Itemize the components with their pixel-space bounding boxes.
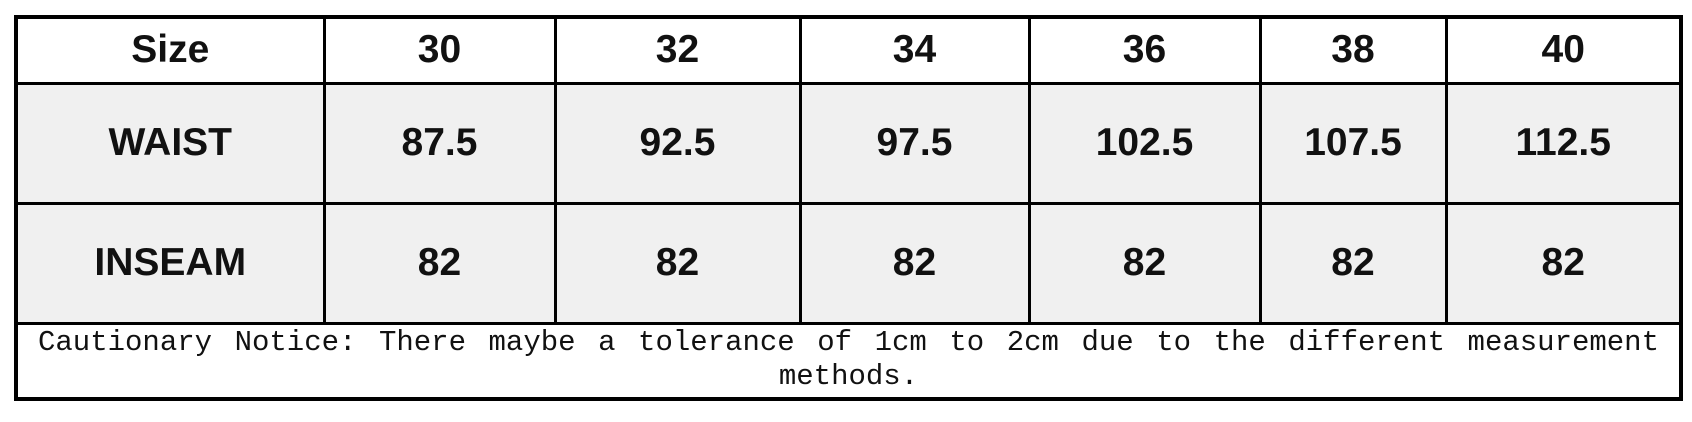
- waist-value-cell: 107.5: [1258, 81, 1448, 205]
- waist-value-cell: 87.5: [322, 81, 557, 205]
- size-header-cell: Size: [14, 15, 326, 85]
- waist-value-cell: 97.5: [798, 81, 1031, 205]
- inseam-value-cell: 82: [322, 201, 557, 325]
- inseam-value-cell: 82: [1444, 201, 1683, 325]
- inseam-value-cell: 82: [1027, 201, 1262, 325]
- notice-row: Cautionary Notice: There maybe a toleran…: [14, 321, 1683, 400]
- size-column-header: 38: [1258, 15, 1448, 85]
- inseam-row: INSEAM 82 82 82 82 82 82: [14, 201, 1683, 325]
- size-column-header: 40: [1444, 15, 1683, 85]
- waist-value-cell: 112.5: [1444, 81, 1683, 205]
- size-column-header: 30: [322, 15, 557, 85]
- waist-row-label: WAIST: [14, 81, 326, 205]
- size-column-header: 36: [1027, 15, 1262, 85]
- inseam-value-cell: 82: [798, 201, 1031, 325]
- waist-value-cell: 102.5: [1027, 81, 1262, 205]
- size-column-header: 32: [553, 15, 802, 85]
- inseam-row-label: INSEAM: [14, 201, 326, 325]
- inseam-value-cell: 82: [553, 201, 802, 325]
- size-column-header: 34: [798, 15, 1031, 85]
- waist-row: WAIST 87.5 92.5 97.5 102.5 107.5 112.5: [14, 81, 1683, 205]
- waist-value-cell: 92.5: [553, 81, 802, 205]
- cautionary-notice: Cautionary Notice: There maybe a toleran…: [14, 321, 1683, 400]
- size-chart-table: Size 30 32 34 36 38 40 WAIST 87.5 92.5 9…: [14, 15, 1683, 401]
- inseam-value-cell: 82: [1258, 201, 1448, 325]
- header-row: Size 30 32 34 36 38 40: [14, 15, 1683, 85]
